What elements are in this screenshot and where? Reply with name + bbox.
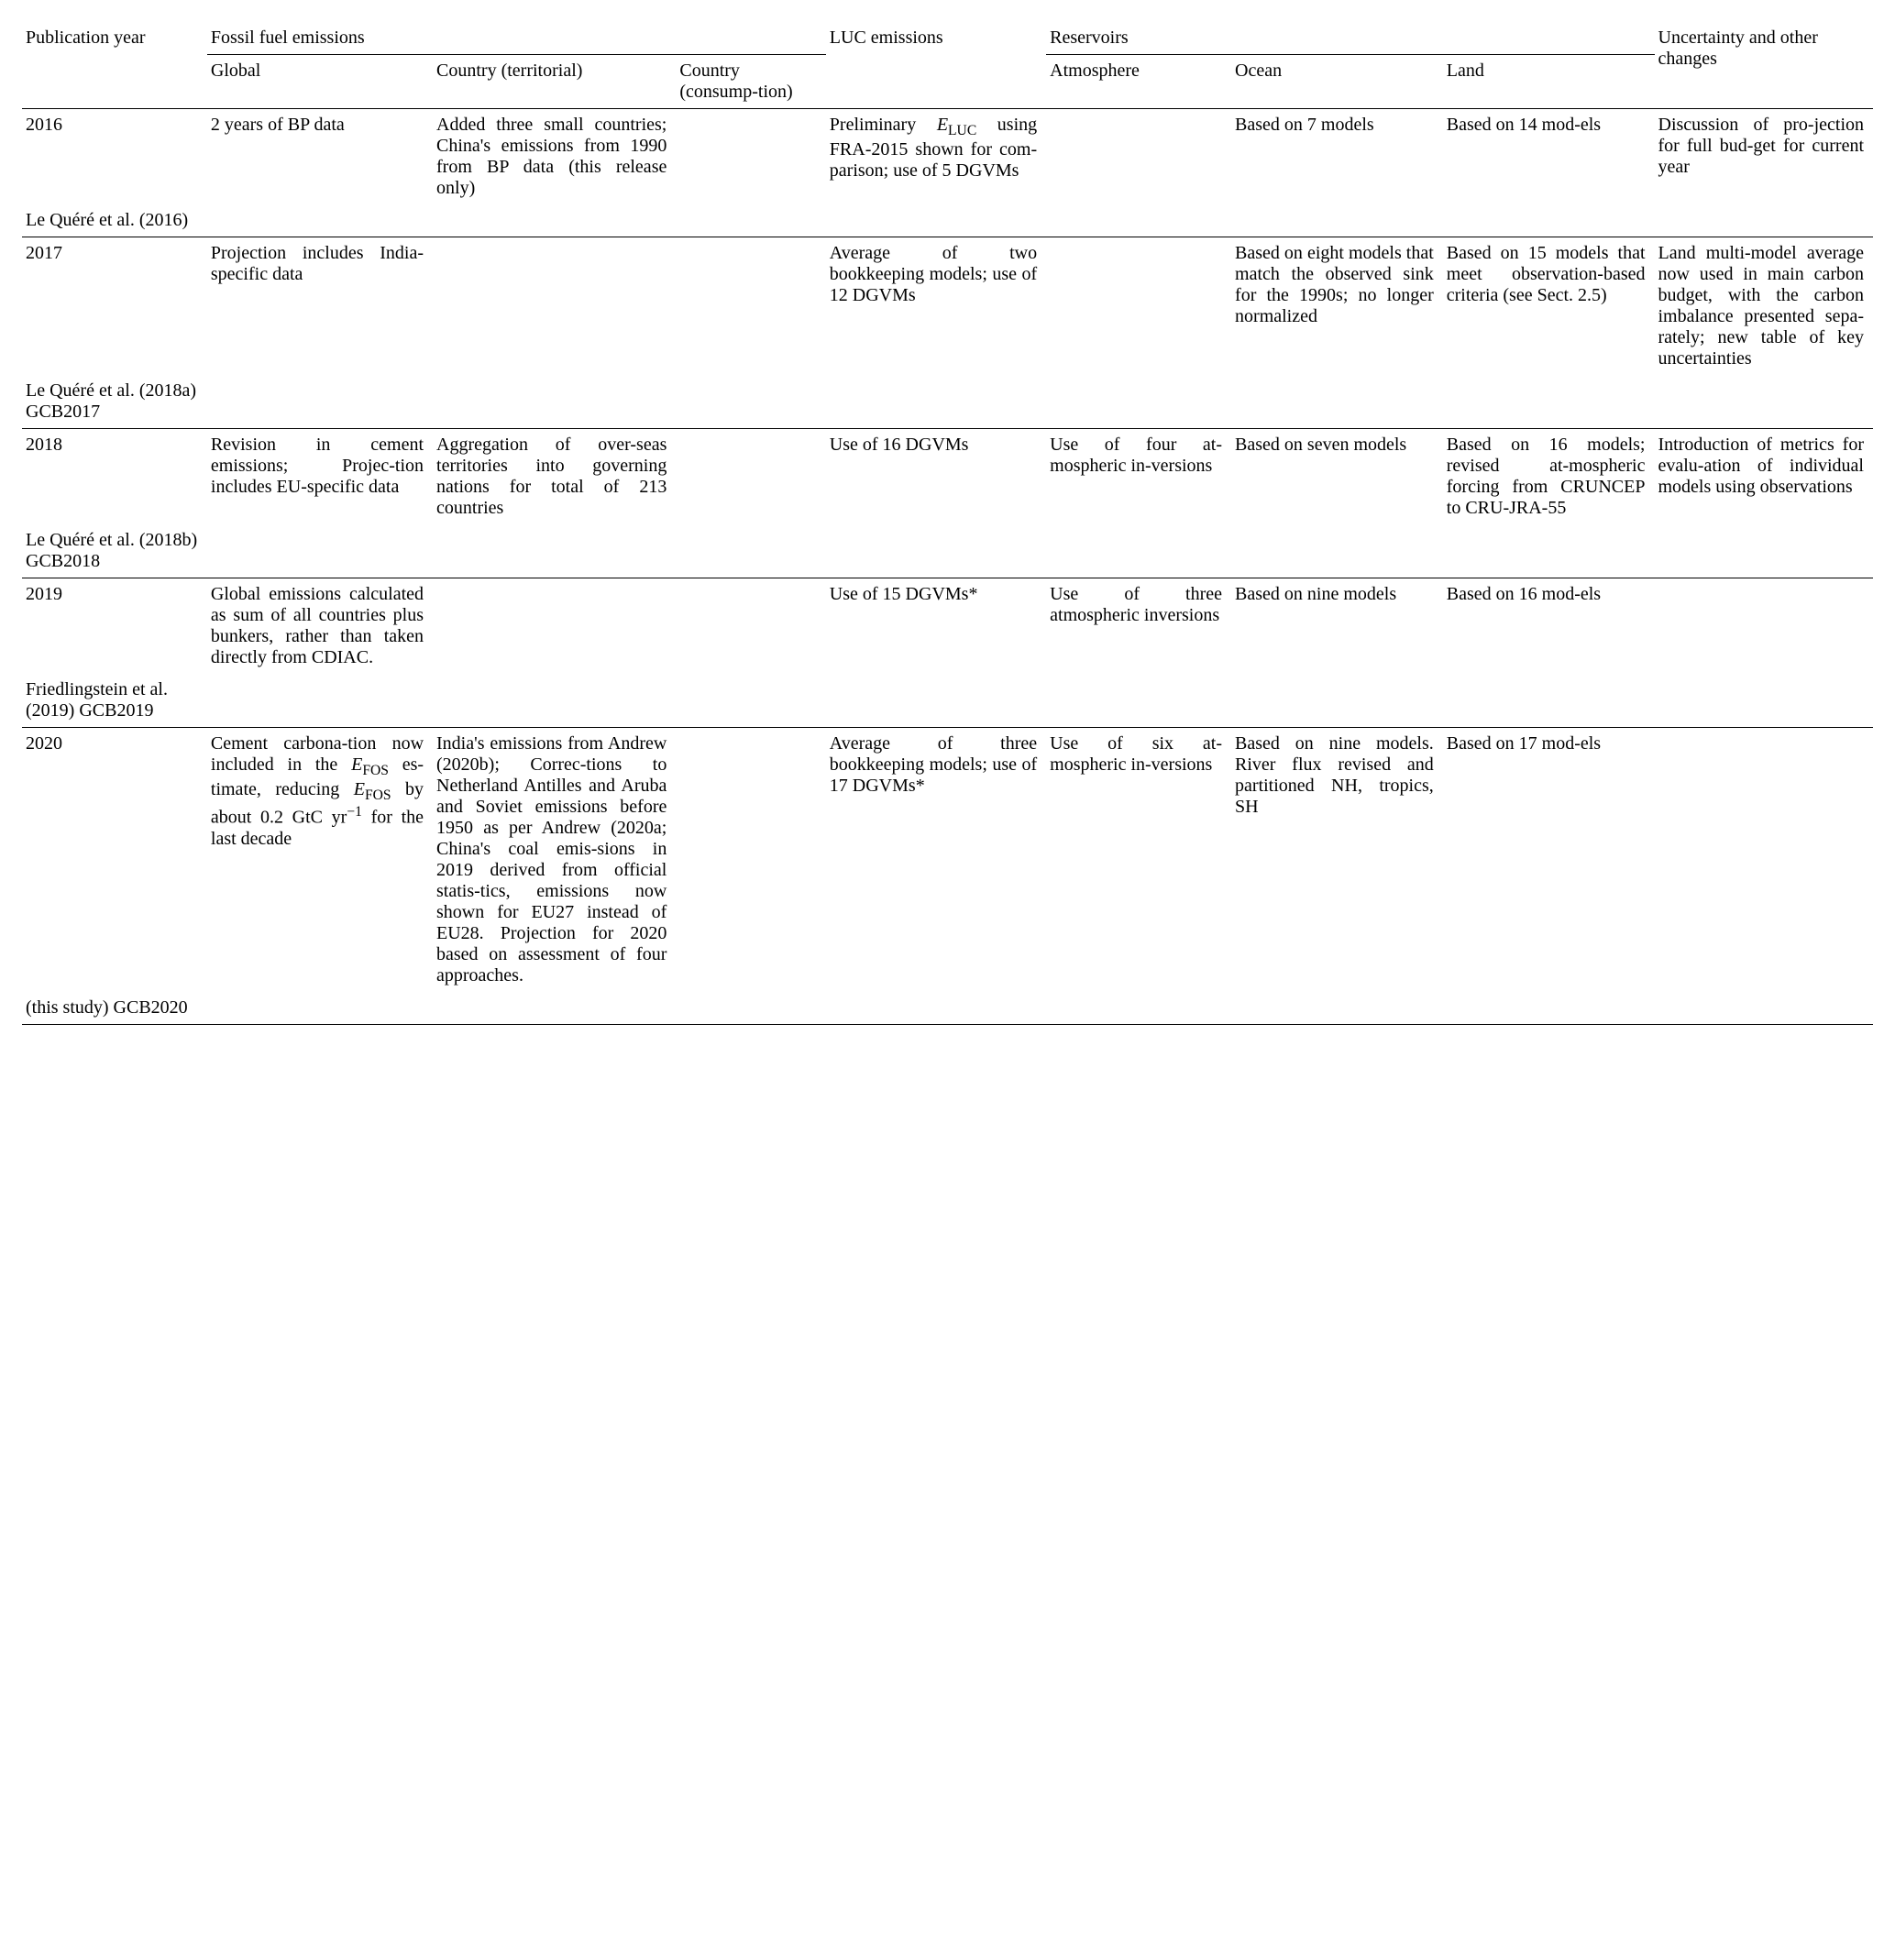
cell-atm: Use of six at-mospheric in-versions xyxy=(1046,728,1231,993)
cell-ref: Le Quéré et al. (2018a) GCB2017 xyxy=(22,375,207,429)
table-row: 2016 2 years of BP data Added three smal… xyxy=(22,109,1873,205)
cell-empty xyxy=(207,992,1873,1025)
cell-year: 2016 xyxy=(22,109,207,205)
cell-territorial xyxy=(433,237,676,376)
symbol-fos: FOS xyxy=(362,763,389,778)
cell-year: 2020 xyxy=(22,728,207,993)
table-row-ref: Le Quéré et al. (2016) xyxy=(22,204,1873,237)
symbol-minus1: −1 xyxy=(347,804,362,820)
cell-empty xyxy=(207,524,1873,578)
header-pub-year: Publication year xyxy=(22,22,207,109)
cell-year: 2017 xyxy=(22,237,207,376)
cell-luc: Average of three bookkeeping models; use… xyxy=(826,728,1046,993)
table-row-ref: (this study) GCB2020 xyxy=(22,992,1873,1025)
cell-territorial: Added three small countries; China's emi… xyxy=(433,109,676,205)
cell-empty xyxy=(207,674,1873,728)
methodology-table: Publication year Fossil fuel emissions L… xyxy=(22,22,1873,1025)
symbol-E: E xyxy=(354,779,365,799)
cell-year: 2018 xyxy=(22,429,207,525)
cell-global: Cement carbona-tion now included in the … xyxy=(207,728,433,993)
cell-ocean: Based on nine models xyxy=(1231,578,1443,675)
cell-ref: Friedlingstein et al. (2019) GCB2019 xyxy=(22,674,207,728)
cell-global: Global emissions calculated as sum of al… xyxy=(207,578,433,675)
header-uncertainty: Uncertainty and other changes xyxy=(1655,22,1874,109)
cell-empty xyxy=(207,375,1873,429)
header-res-ocean: Ocean xyxy=(1231,55,1443,109)
cell-ref: Le Quéré et al. (2018b) GCB2018 xyxy=(22,524,207,578)
cell-unc xyxy=(1655,578,1874,675)
cell-global: Revision in cement emissions; Projec-tio… xyxy=(207,429,433,525)
cell-consumption xyxy=(676,728,825,993)
cell-land: Based on 15 models that meet observation… xyxy=(1443,237,1655,376)
cell-atm xyxy=(1046,109,1231,205)
cell-land: Based on 14 mod-els xyxy=(1443,109,1655,205)
header-luc: LUC emissions xyxy=(826,22,1046,109)
table-row-ref: Le Quéré et al. (2018b) GCB2018 xyxy=(22,524,1873,578)
cell-consumption xyxy=(676,429,825,525)
cell-ocean: Based on seven models xyxy=(1231,429,1443,525)
cell-unc: Land multi-model average now used in mai… xyxy=(1655,237,1874,376)
cell-ref: (this study) GCB2020 xyxy=(22,992,207,1025)
header-res-land: Land xyxy=(1443,55,1655,109)
cell-luc: Preliminary ELUC using FRA-2015 shown fo… xyxy=(826,109,1046,205)
table-row: 2018 Revision in cement emissions; Proje… xyxy=(22,429,1873,525)
cell-global: Projection includes India-specific data xyxy=(207,237,433,376)
table-row: 2017 Projection includes India-specific … xyxy=(22,237,1873,376)
cell-empty xyxy=(207,204,1873,237)
header-ffe-consumption: Country (consump-tion) xyxy=(676,55,825,109)
symbol-E: E xyxy=(937,115,948,135)
table-row: 2020 Cement carbona-tion now included in… xyxy=(22,728,1873,993)
cell-ocean: Based on eight models that match the obs… xyxy=(1231,237,1443,376)
cell-consumption xyxy=(676,578,825,675)
table-row-ref: Friedlingstein et al. (2019) GCB2019 xyxy=(22,674,1873,728)
cell-ocean: Based on nine models. River flux revised… xyxy=(1231,728,1443,993)
cell-luc: Use of 16 DGVMs xyxy=(826,429,1046,525)
symbol-fos: FOS xyxy=(365,787,391,803)
cell-ref: Le Quéré et al. (2016) xyxy=(22,204,207,237)
cell-land: Based on 17 mod-els xyxy=(1443,728,1655,993)
header-ffe: Fossil fuel emissions xyxy=(207,22,826,55)
cell-ocean: Based on 7 models xyxy=(1231,109,1443,205)
header-ffe-global: Global xyxy=(207,55,433,109)
cell-unc xyxy=(1655,728,1874,993)
cell-atm: Use of three atmospheric inversions xyxy=(1046,578,1231,675)
cell-land: Based on 16 mod-els xyxy=(1443,578,1655,675)
cell-atm: Use of four at-mospheric in-versions xyxy=(1046,429,1231,525)
cell-luc: Use of 15 DGVMs* xyxy=(826,578,1046,675)
table-row: 2019 Global emissions calculated as sum … xyxy=(22,578,1873,675)
cell-consumption xyxy=(676,109,825,205)
cell-land: Based on 16 models; revised at-mospheric… xyxy=(1443,429,1655,525)
cell-luc: Average of two bookkeeping models; use o… xyxy=(826,237,1046,376)
cell-atm xyxy=(1046,237,1231,376)
table-row-ref: Le Quéré et al. (2018a) GCB2017 xyxy=(22,375,1873,429)
header-row-1: Publication year Fossil fuel emissions L… xyxy=(22,22,1873,55)
header-res-atm: Atmosphere xyxy=(1046,55,1231,109)
cell-unc: Discussion of pro-jection for full bud-g… xyxy=(1655,109,1874,205)
cell-year: 2019 xyxy=(22,578,207,675)
symbol-luc: LUC xyxy=(948,123,976,138)
cell-global: 2 years of BP data xyxy=(207,109,433,205)
cell-unc: Introduction of metrics for evalu-ation … xyxy=(1655,429,1874,525)
cell-territorial: India's emissions from Andrew (2020b); C… xyxy=(433,728,676,993)
header-reservoirs: Reservoirs xyxy=(1046,22,1654,55)
symbol-E: E xyxy=(351,754,362,775)
text: Preliminary xyxy=(830,115,937,135)
cell-territorial: Aggregation of over-seas territories int… xyxy=(433,429,676,525)
cell-consumption xyxy=(676,237,825,376)
cell-territorial xyxy=(433,578,676,675)
header-ffe-territorial: Country (territorial) xyxy=(433,55,676,109)
